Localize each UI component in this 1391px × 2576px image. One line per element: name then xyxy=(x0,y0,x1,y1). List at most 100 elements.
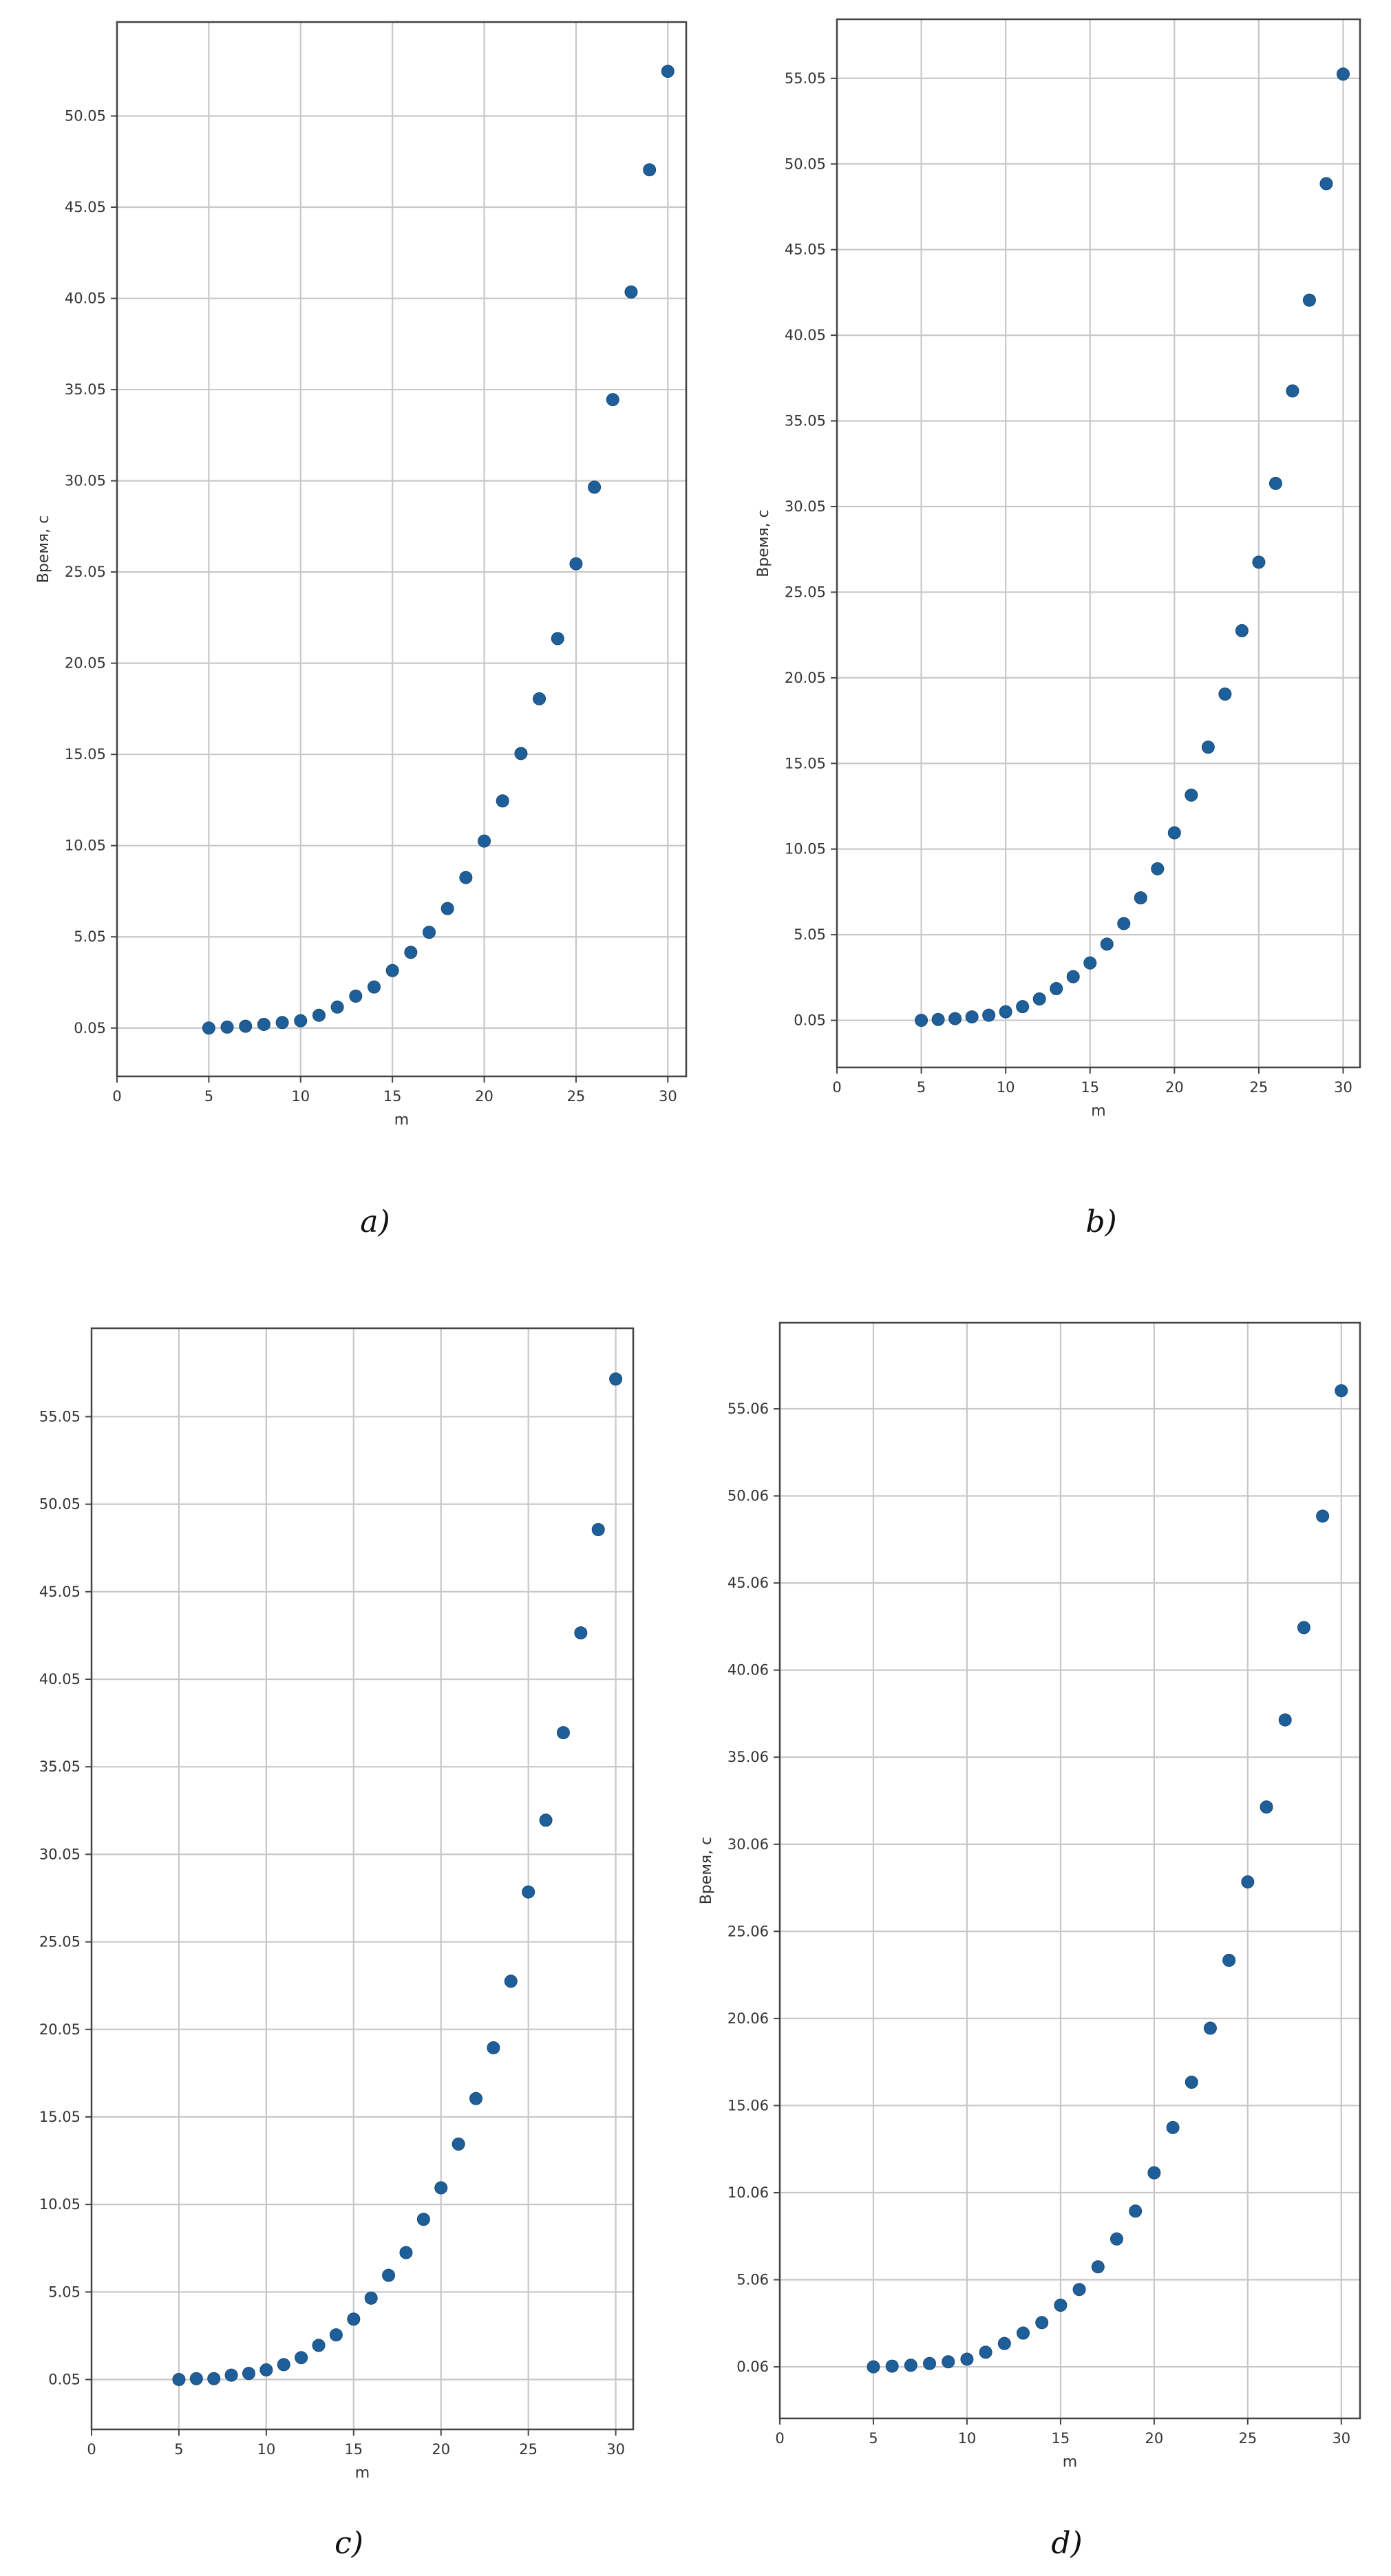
y-tick-label: 35.06 xyxy=(728,1749,769,1765)
y-tick-label: 10.05 xyxy=(785,841,826,858)
data-point xyxy=(1054,2298,1068,2312)
y-tick-label: 0.05 xyxy=(48,2372,81,2388)
y-tick-label: 55.05 xyxy=(39,1408,81,1425)
data-point xyxy=(942,2355,955,2369)
data-point xyxy=(434,2181,448,2195)
data-point xyxy=(1083,956,1097,970)
data-point xyxy=(404,946,418,959)
data-point xyxy=(399,2246,413,2259)
data-point xyxy=(172,2373,186,2387)
y-tick-label: 10.05 xyxy=(65,838,106,854)
data-point xyxy=(1016,1000,1030,1014)
chart-panel: 0 5 10 15 20 25 30 0.06 5.06 10.06 15.06 20.06 25.06… xyxy=(698,1321,1361,2561)
x-tick-label: 0 xyxy=(87,2441,96,2458)
x-tick-label: 15 xyxy=(1052,2430,1070,2447)
x-tick-label: 25 xyxy=(1250,1079,1268,1096)
y-tick-label: 25.06 xyxy=(728,1923,769,1939)
x-tick-label: 30 xyxy=(659,1088,677,1105)
x-tick-label: 30 xyxy=(1332,2430,1350,2447)
data-point xyxy=(1302,293,1316,307)
data-point xyxy=(1185,2076,1198,2089)
data-point xyxy=(609,1372,623,1386)
data-point xyxy=(364,2291,378,2305)
data-point xyxy=(591,1523,605,1537)
plot-frame xyxy=(90,1327,635,2431)
y-axis-label: Время, с xyxy=(35,515,52,584)
data-point xyxy=(295,2351,308,2365)
data-point xyxy=(551,632,564,646)
data-point xyxy=(416,2213,430,2226)
data-point xyxy=(1336,67,1350,81)
data-point xyxy=(1260,1800,1273,1814)
data-point xyxy=(224,2368,238,2382)
x-axis-label: m xyxy=(355,2465,370,2482)
data-point xyxy=(533,692,546,705)
data-point xyxy=(312,2339,326,2352)
data-point xyxy=(1241,1875,1255,1888)
y-tick-label: 30.05 xyxy=(785,498,826,515)
x-tick-label: 10 xyxy=(958,2430,977,2447)
y-tick-label: 15.06 xyxy=(728,2097,769,2114)
data-point xyxy=(1109,2232,1123,2246)
data-point xyxy=(979,2345,992,2359)
y-tick-label: 45.05 xyxy=(785,242,826,258)
data-point xyxy=(1091,2260,1105,2274)
data-point xyxy=(1147,2166,1161,2180)
y-tick-label: 35.05 xyxy=(65,381,106,398)
panel-caption: b) xyxy=(1085,1204,1116,1239)
data-point xyxy=(259,2363,273,2377)
data-point xyxy=(349,989,363,1003)
y-tick-label: 5.05 xyxy=(74,928,106,945)
data-point xyxy=(923,2356,937,2370)
data-point xyxy=(965,1010,979,1024)
data-point xyxy=(1185,788,1198,802)
panel-caption: d) xyxy=(1051,2526,1082,2561)
data-point xyxy=(960,2352,974,2366)
data-point xyxy=(999,1005,1012,1019)
data-point xyxy=(277,2358,290,2372)
data-point xyxy=(1117,917,1131,930)
data-point xyxy=(1017,2326,1030,2340)
data-point xyxy=(469,2091,483,2105)
data-point xyxy=(504,1974,518,1988)
data-point xyxy=(1252,555,1266,569)
x-tick-label: 5 xyxy=(174,2441,183,2458)
data-point xyxy=(514,747,528,760)
chart-panel: 0 5 10 15 20 25 30 0.05 5.05 10.05 15.05 20.05 25.05… xyxy=(755,18,1361,1239)
data-point xyxy=(1066,970,1080,983)
y-tick-label: 55.05 xyxy=(785,70,826,87)
data-point xyxy=(522,1885,535,1899)
data-point xyxy=(948,1012,962,1025)
y-tick-label: 40.05 xyxy=(65,290,106,307)
data-point xyxy=(539,1813,553,1827)
y-tick-label: 5.05 xyxy=(794,926,826,943)
x-tick-label: 30 xyxy=(1334,1079,1352,1096)
data-point xyxy=(556,1726,570,1740)
x-tick-label: 0 xyxy=(832,1079,841,1096)
x-tick-label: 15 xyxy=(383,1088,402,1105)
data-point xyxy=(1035,2316,1049,2330)
data-point xyxy=(1129,2204,1143,2218)
y-tick-label: 25.05 xyxy=(65,564,106,580)
panel-caption: c) xyxy=(335,2526,363,2561)
x-axis-label: m xyxy=(394,1111,409,1129)
x-tick-label: 20 xyxy=(1165,1079,1184,1096)
data-point xyxy=(207,2372,221,2385)
data-point xyxy=(885,2359,899,2373)
data-point xyxy=(487,2041,500,2054)
data-point xyxy=(1050,982,1063,996)
y-tick-label: 30.05 xyxy=(65,473,106,489)
data-point xyxy=(382,2268,396,2282)
data-point xyxy=(1032,992,1046,1005)
y-tick-label: 30.06 xyxy=(728,1836,769,1853)
data-point xyxy=(220,1020,234,1034)
y-axis-label: Время, с xyxy=(698,1837,715,1905)
y-tick-label: 40.05 xyxy=(785,327,826,343)
data-point xyxy=(478,834,491,848)
data-point xyxy=(1218,687,1232,701)
y-tick-label: 20.05 xyxy=(39,2021,81,2038)
data-point xyxy=(275,1016,289,1030)
data-point xyxy=(1297,1621,1310,1635)
x-tick-label: 15 xyxy=(344,2441,363,2458)
chart-panel: 0 5 10 15 20 25 30 0.05 5.05 10.05 15.05 20.05 25.05… xyxy=(39,1327,635,2561)
